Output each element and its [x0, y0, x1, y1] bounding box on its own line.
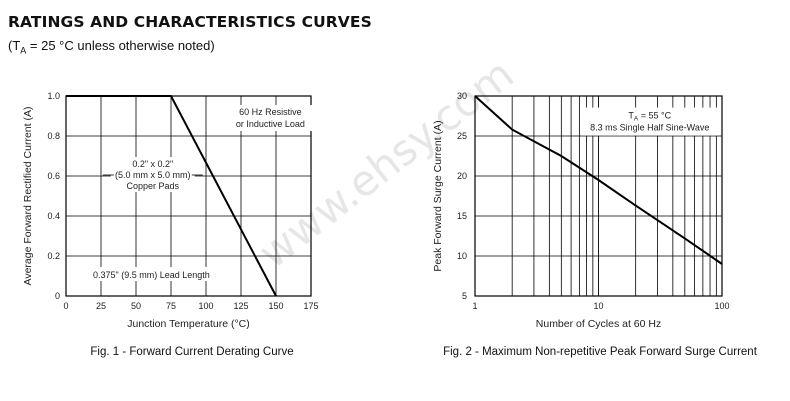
c2-x-tick-label: 100: [714, 301, 729, 311]
c2-y-tick-label: 20: [457, 171, 467, 181]
c1-y-axis-label: Average Forward Rectified Current (A): [22, 107, 34, 286]
c2-x-tick-label: 10: [593, 301, 603, 311]
c2-annotation-temperature: TA = 55 °C: [628, 111, 671, 123]
c1-x-tick-label: 75: [166, 301, 176, 311]
c1-y-tick-label: 0.2: [47, 251, 60, 261]
page-subtitle: (TA = 25 °C unless otherwise noted): [8, 38, 215, 56]
c2-y-ticks: 5 10 15 20 25 30: [457, 91, 467, 301]
c2-x-axis-label: Number of Cycles at 60 Hz: [536, 318, 661, 330]
chart-peak-surge: 1 10 100 5 10 15 20 25 30 Number of Cycles at 6…: [432, 91, 758, 358]
c1-series-line: [66, 95, 277, 297]
c1-x-tick-label: 125: [233, 301, 248, 311]
subtitle-prefix: (T: [8, 38, 21, 53]
c2-annotation-box: [581, 107, 718, 136]
c1-y-tick-label: 0: [55, 291, 60, 301]
page-title: RATINGS AND CHARACTERISTICS CURVES: [8, 13, 372, 31]
c1-y-tick-label: 0.4: [47, 211, 60, 221]
chart-forward-derating: 0 25 50 75 100 125 150 175 0 0.2 0.4 0.6 0.8 1.0 Jun…: [22, 91, 319, 358]
c1-x-tick-label: 50: [131, 301, 141, 311]
c1-plot-frame: [65, 95, 312, 297]
c1-load-annotation-line1: 60 Hz Resistive: [239, 107, 302, 117]
c2-annotation-waveform: 8.3 ms Single Half Sine-Wave: [590, 123, 709, 133]
c1-y-tick-label: 0.8: [47, 131, 60, 141]
c1-lead-annotation-box: [83, 267, 220, 281]
c1-x-ticks: 0 25 50 75 100 125 150 175: [63, 301, 318, 311]
c1-load-annotation-box: [224, 105, 317, 131]
c2-y-tick-label: 25: [457, 131, 467, 141]
subtitle-suffix: = 25 °C unless otherwise noted): [26, 38, 215, 53]
c1-x-tick-label: 150: [268, 301, 283, 311]
c2-x-ticks: 1 10 100: [472, 301, 729, 311]
c1-x-tick-label: 25: [96, 301, 106, 311]
c1-pad-annotation-line1: 0.2" x 0.2": [132, 159, 173, 169]
c1-y-ticks: 0 0.2 0.4 0.6 0.8 1.0: [47, 91, 60, 301]
c2-x-tick-label: 1: [472, 301, 477, 311]
c2-annotation-ta-prefix: T: [628, 111, 634, 121]
c2-y-tick-label: 5: [462, 291, 467, 301]
c1-pad-annotation-line3: Copper Pads: [127, 181, 180, 191]
c1-x-tick-label: 0: [63, 301, 68, 311]
c2-plot-frame: [474, 95, 723, 297]
subtitle-sub: A: [20, 45, 27, 56]
c2-series-line: [474, 95, 723, 265]
c1-y-tick-label: 0.6: [47, 171, 60, 181]
c1-x-tick-label: 100: [198, 301, 213, 311]
c1-x-axis-label: Junction Temperature (°C): [127, 318, 249, 330]
c2-annotation-ta-suffix: = 55 °C: [638, 111, 671, 121]
c1-pad-annotation-box: [110, 157, 195, 192]
c1-load-annotation-line2: or Inductive Load: [236, 119, 305, 129]
c2-y-tick-label: 30: [457, 91, 467, 101]
c1-pad-annotation-line2: (5.0 mm x 5.0 mm): [115, 170, 191, 180]
c2-caption: Fig. 2 - Maximum Non-repetitive Peak For…: [443, 346, 758, 358]
c2-y-axis-label: Peak Forward Surge Current (A): [432, 120, 444, 271]
c1-caption: Fig. 1 - Forward Current Derating Curve: [90, 346, 293, 358]
c2-annotation-ta-sub: A: [634, 116, 639, 123]
c2-y-tick-label: 15: [457, 211, 467, 221]
c1-x-tick-label: 175: [303, 301, 318, 311]
watermark: www.ehsy.com: [249, 49, 523, 278]
c1-y-tick-label: 1.0: [47, 91, 60, 101]
c2-y-tick-label: 10: [457, 251, 467, 261]
c1-lead-annotation: 0.375" (9.5 mm) Lead Length: [93, 270, 210, 280]
